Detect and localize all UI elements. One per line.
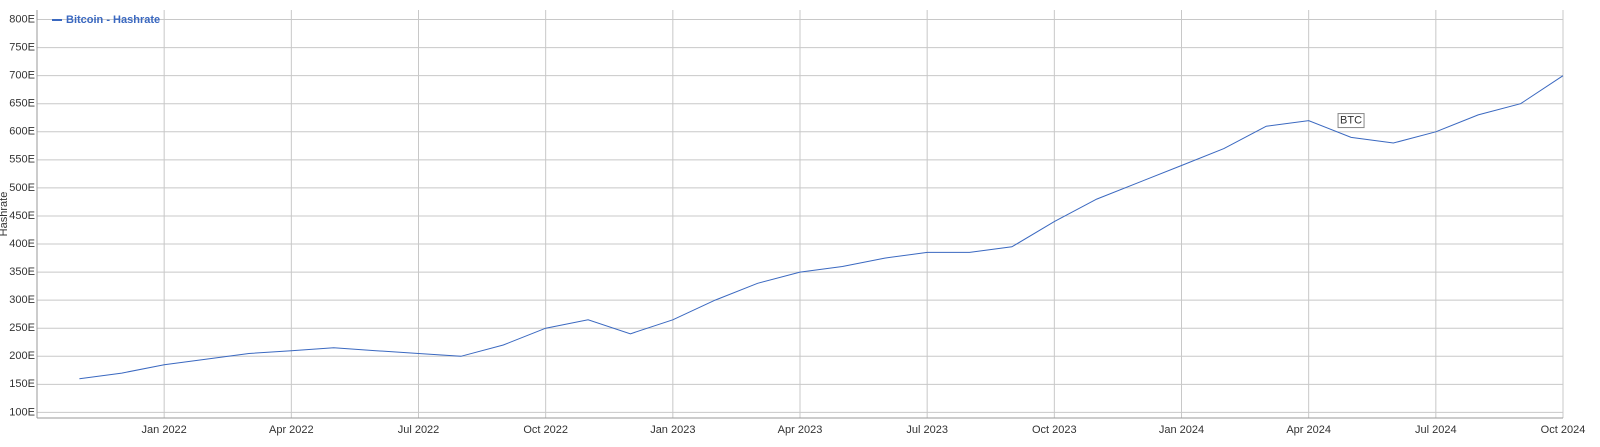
y-tick-label: 500E <box>9 182 35 194</box>
y-tick-label: 750E <box>9 42 35 54</box>
y-tick-label: 100E <box>9 406 35 418</box>
y-axis-title: Hashrate <box>0 192 10 237</box>
legend-label: Bitcoin - Hashrate <box>66 14 160 26</box>
y-tick-label: 350E <box>9 266 35 278</box>
x-tick-label: Jan 2023 <box>650 424 695 436</box>
x-tick-label: Oct 2023 <box>1032 424 1077 436</box>
y-tick-label: 450E <box>9 210 35 222</box>
annotation-box <box>1337 113 1365 129</box>
y-tick-label: 650E <box>9 98 35 110</box>
y-tick-label: 550E <box>9 154 35 166</box>
annotation-label: BTC <box>1340 114 1362 126</box>
y-tick-label: 150E <box>9 378 35 390</box>
y-tick-label: 250E <box>9 322 35 334</box>
y-tick-label: 800E <box>9 13 35 25</box>
x-tick-label: Jul 2024 <box>1415 424 1457 436</box>
x-tick-label: Jul 2022 <box>398 424 440 436</box>
x-tick-label: Apr 2024 <box>1286 424 1331 436</box>
y-tick-label: 200E <box>9 350 35 362</box>
x-tick-label: Jan 2024 <box>1159 424 1204 436</box>
y-tick-label: 300E <box>9 294 35 306</box>
x-tick-label: Jul 2023 <box>906 424 948 436</box>
y-tick-label: 400E <box>9 238 35 250</box>
x-tick-label: Oct 2024 <box>1541 424 1586 436</box>
y-tick-label: 700E <box>9 70 35 82</box>
x-tick-label: Oct 2022 <box>523 424 568 436</box>
x-tick-label: Jan 2022 <box>142 424 187 436</box>
x-tick-label: Apr 2022 <box>269 424 314 436</box>
data-line <box>79 75 1564 380</box>
x-tick-label: Apr 2023 <box>778 424 823 436</box>
y-tick-label: 600E <box>9 126 35 138</box>
